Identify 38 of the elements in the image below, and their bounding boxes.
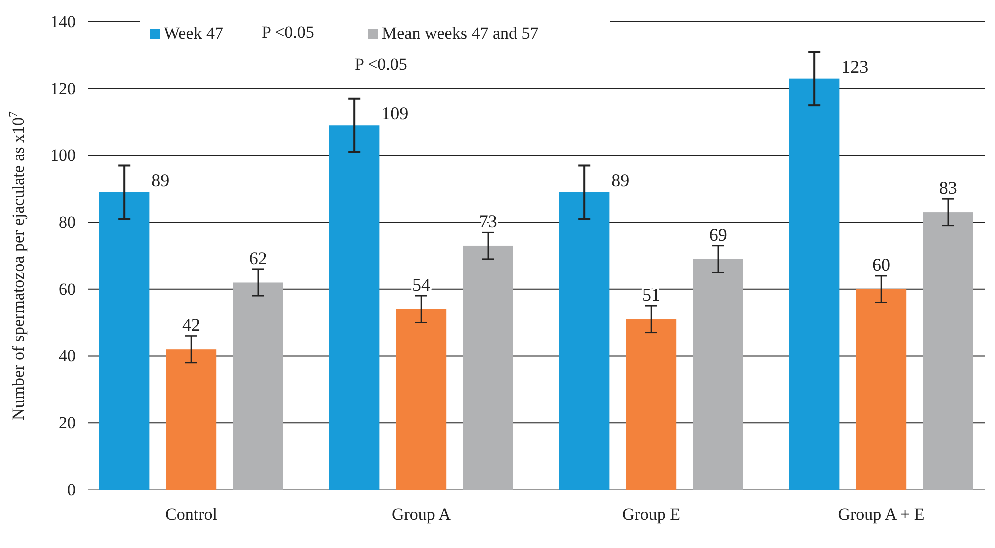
bar [166,350,217,490]
data-label: 51 [642,285,660,306]
bar [626,320,677,490]
bar [693,259,744,490]
y-tick-label: 20 [59,414,76,433]
bar [560,192,610,490]
y-tick-label: 60 [59,280,76,299]
bar [233,282,284,490]
legend-label: Mean weeks 47 and 57 [382,24,540,43]
y-tick-label: 140 [50,12,76,32]
data-label: 62 [249,248,268,268]
y-tick-label: 100 [50,146,76,166]
annotation: P <0.05 [355,55,408,74]
bar [790,78,840,490]
bar [100,192,150,490]
y-tick-label: 0 [68,480,76,500]
bar [463,246,514,490]
data-label: 69 [709,224,728,245]
data-label: 42 [182,315,200,336]
bar [396,309,447,490]
x-tick-label: Group A [392,505,452,524]
bar [923,212,974,490]
y-tick-label: 120 [50,79,76,98]
data-label: 83 [939,178,958,198]
x-tick-label: Group E [622,505,681,524]
data-label: 89 [612,170,630,190]
data-label: 109 [382,104,409,124]
data-label: 123 [842,56,869,77]
x-tick-label: Group A + E [838,505,925,524]
x-tick-label: Control [166,505,218,524]
legend-label: Week 47 [164,24,224,43]
annotation: P <0.05 [262,23,314,42]
data-label: 60 [872,255,890,276]
y-tick-label: 80 [59,213,76,232]
y-tick-label: 40 [59,346,76,366]
bar [330,126,380,490]
bar [856,289,907,490]
data-label: 89 [152,170,170,190]
